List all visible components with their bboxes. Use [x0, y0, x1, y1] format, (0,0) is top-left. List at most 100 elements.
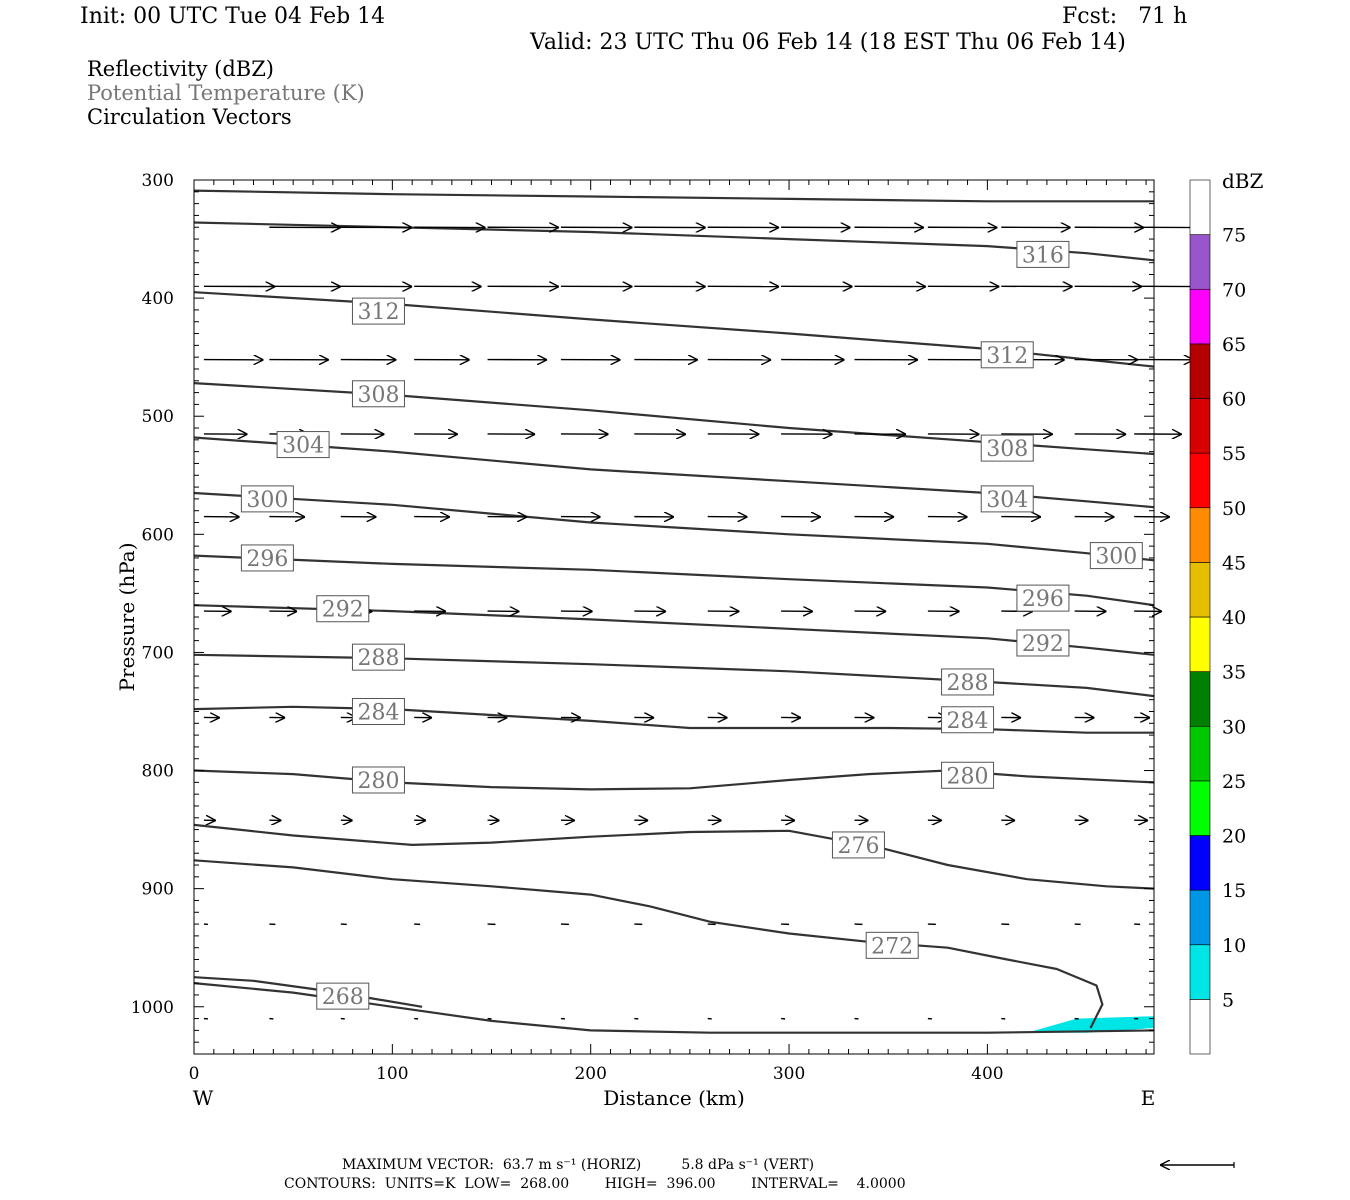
max-vector-note: MAXIMUM VECTOR: 63.7 m s⁻¹ (HORIZ) 5.8 d…	[342, 1157, 815, 1173]
forecast-hour: Fcst: 71 h	[1062, 4, 1188, 29]
x-end-label-west: W	[193, 1086, 214, 1110]
y-tick-label: 800	[142, 762, 174, 782]
theta-contour-320	[193, 189, 1154, 203]
colorbar-swatch	[1189, 288, 1211, 345]
contour-label-box	[865, 931, 919, 959]
contour-label: 300	[246, 488, 288, 513]
x-tick-label: 400	[971, 1064, 1003, 1084]
x-tick-label: 300	[773, 1064, 805, 1084]
colorbar-swatch	[1189, 562, 1211, 618]
contour-label-box	[351, 380, 405, 408]
colorbar-swatch	[1189, 234, 1211, 290]
y-tick-label: 700	[142, 643, 174, 663]
theta-contour-284	[193, 705, 1154, 734]
x-axis-title: Distance (km)	[603, 1086, 745, 1110]
colorbar-label: 35	[1222, 662, 1246, 684]
colorbar-label: 70	[1222, 279, 1246, 301]
contour-label: 276	[837, 834, 879, 859]
contour-label-box	[831, 831, 885, 859]
reflectivity-area	[1027, 1016, 1154, 1033]
contour-label: 288	[357, 646, 399, 671]
colorbar-label: 50	[1222, 498, 1246, 520]
legend-reflectivity: Reflectivity (dBZ)	[87, 57, 275, 81]
colorbar-label: 40	[1222, 607, 1246, 629]
contour-label: 304	[282, 434, 324, 459]
theta-contour-304	[193, 436, 1155, 509]
colorbar-swatch	[1189, 944, 1211, 1000]
contour-label-box	[941, 761, 995, 789]
theta-contour-272	[193, 859, 1104, 1029]
contour-label: 268	[322, 985, 364, 1010]
colorbar-title: dBZ	[1222, 169, 1264, 193]
colorbar-label: 30	[1222, 716, 1246, 738]
contour-label: 280	[947, 764, 989, 789]
theta-contour-300	[193, 491, 1155, 562]
contour-label: 308	[357, 383, 399, 408]
contour-label: 272	[871, 934, 913, 959]
colorbar-label: 55	[1222, 443, 1246, 465]
contour-label-box	[1016, 629, 1070, 657]
contour-label-box	[240, 485, 294, 513]
contour-label-box	[316, 982, 370, 1010]
contour-label-box	[276, 431, 330, 459]
colorbar-swatch	[1189, 507, 1211, 563]
colorbar-label: 45	[1222, 552, 1246, 574]
contour-label: 292	[1022, 632, 1064, 657]
contour-label-box	[240, 544, 294, 572]
colorbar-swatch	[1189, 835, 1211, 891]
contour-label: 296	[1022, 587, 1064, 612]
colorbar-label: 5	[1222, 989, 1234, 1011]
y-tick-label: 400	[142, 289, 174, 309]
colorbar-label: 65	[1222, 334, 1246, 356]
colorbar: 5 10 15 20 25 30 35 40 45 50 55 60 65 70 75	[1189, 179, 1246, 1055]
colorbar-label: 10	[1222, 935, 1246, 957]
contour-label-box	[1016, 240, 1070, 268]
contour-label-box	[980, 341, 1034, 369]
colorbar-swatch	[1189, 999, 1211, 1055]
y-tick-label: 600	[142, 525, 174, 545]
contour-label-box	[980, 434, 1034, 462]
theta-contour-268	[193, 976, 423, 1008]
valid-time: Valid: 23 UTC Thu 06 Feb 14 (18 EST Thu …	[530, 30, 1126, 55]
contour-label: 304	[986, 488, 1028, 513]
contour-label-box	[351, 766, 405, 794]
contour-label: 288	[947, 671, 989, 696]
contour-label-box	[941, 706, 995, 734]
circulation-vectors	[203, 227, 1204, 1020]
contour-label: 312	[357, 300, 399, 325]
x-tick-label: 100	[376, 1064, 408, 1084]
y-tick-label: 1000	[131, 998, 174, 1018]
contour-label-box	[1016, 584, 1070, 612]
contour-label: 284	[947, 709, 989, 734]
colorbar-swatch	[1189, 616, 1211, 672]
contour-info-note: CONTOURS: UNITS=K LOW= 268.00 HIGH= 396.…	[284, 1176, 906, 1192]
y-tick-label: 500	[142, 407, 174, 427]
reference-vector	[1160, 1162, 1235, 1168]
y-axis-title: Pressure (hPa)	[115, 543, 139, 692]
colorbar-label: 20	[1222, 826, 1246, 848]
contour-label: 300	[1095, 545, 1137, 570]
colorbar-swatch	[1189, 179, 1211, 235]
colorbar-label: 15	[1222, 880, 1246, 902]
contour-label-box	[316, 595, 370, 623]
colorbar-label: 25	[1222, 771, 1246, 793]
contour-label: 284	[357, 700, 399, 725]
colorbar-swatch	[1189, 889, 1211, 946]
theta-contour-276	[193, 823, 1155, 890]
contour-label: 280	[357, 769, 399, 794]
theta-contour-280	[193, 769, 1155, 791]
contour-label-box	[941, 668, 995, 696]
colorbar-label: 60	[1222, 389, 1246, 411]
colorbar-swatch	[1189, 671, 1211, 727]
contour-label-box	[351, 643, 405, 671]
contour-label: 312	[986, 344, 1028, 369]
colorbar-label: 75	[1222, 225, 1246, 247]
colorbar-swatch	[1189, 452, 1211, 509]
theta-contour-288	[193, 653, 1155, 698]
colorbar-swatch	[1189, 398, 1211, 454]
contour-labels: 268 272 276 280 280 284 284 288 288 292 292 296 296 3…	[240, 240, 1143, 1010]
axis-ticks: 0 100 200 300 400 300 400 500 600 700 800 900 1000	[131, 171, 1154, 1084]
colorbar-swatch	[1189, 343, 1211, 399]
contour-label-box	[351, 297, 405, 325]
y-tick-label: 300	[142, 171, 174, 191]
